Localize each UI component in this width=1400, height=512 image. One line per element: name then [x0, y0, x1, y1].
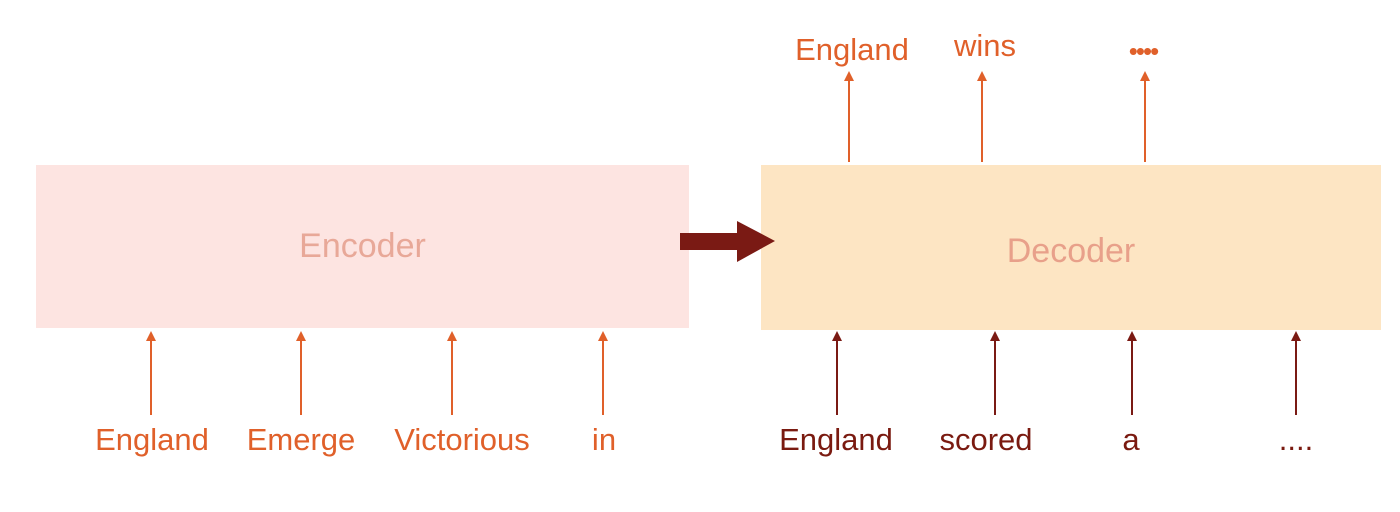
decoder-block: Decoder [761, 165, 1381, 330]
decoder-output-word: wins [953, 28, 1017, 63]
encoder-input-word: Victorious [394, 422, 530, 457]
decoder-input-word: scored [939, 422, 1033, 457]
encoder-input-word: in [591, 422, 617, 457]
encoder-block: Encoder [36, 165, 689, 328]
encoder-input-word: Emerge [246, 422, 356, 457]
decoder-input-word: .... [1278, 422, 1314, 457]
decoder-input-word: a [1122, 422, 1140, 457]
encoder-label: Encoder [299, 227, 426, 265]
decoder-label: Decoder [1006, 232, 1136, 270]
decoder-output-ellipsis: •••• [1128, 36, 1159, 66]
encoder-input-word: England [95, 422, 209, 457]
decoder-input-word: England [779, 422, 893, 457]
decoder-output-word: England [795, 32, 909, 67]
encoder-to-decoder-arrow [680, 221, 775, 262]
